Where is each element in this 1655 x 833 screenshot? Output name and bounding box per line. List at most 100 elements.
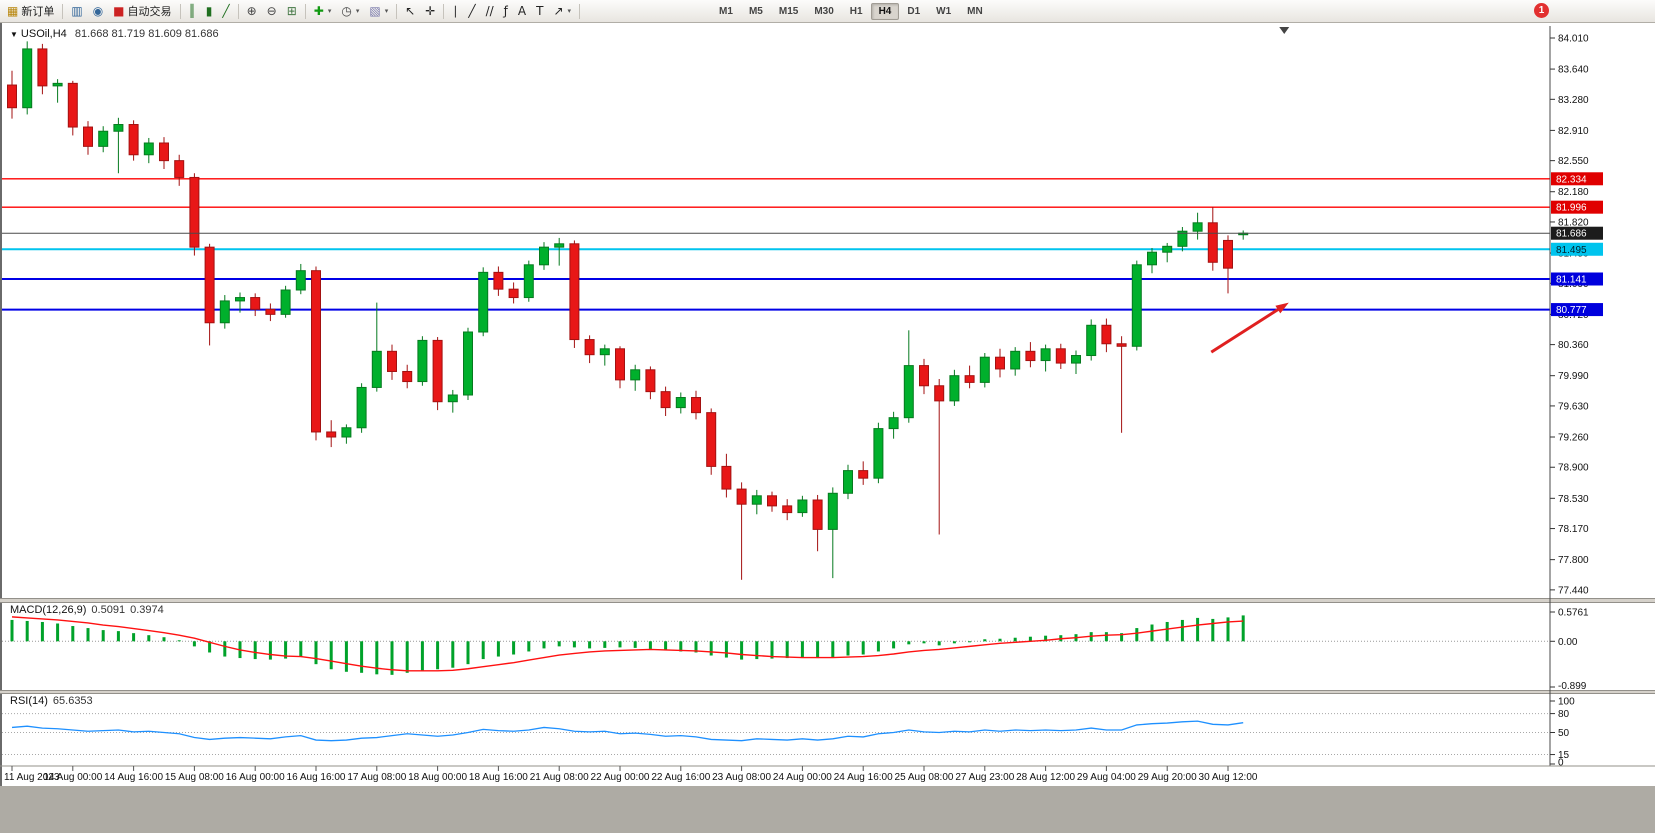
candlestick-chart-type-button[interactable]: ▮ <box>201 1 218 21</box>
candle-body <box>1101 324 1112 345</box>
candle-body <box>402 370 413 383</box>
label-button[interactable]: T <box>531 1 548 21</box>
candle-body <box>691 397 701 414</box>
chart-canvas[interactable]: 84.010 83.640 83.280 82.910 82.550 82.180 81.8… <box>0 22 1655 786</box>
label-icon: T <box>536 4 544 18</box>
zoom-in-button[interactable]: ⊕ <box>242 1 262 21</box>
macd-histogram-bar <box>132 633 136 642</box>
channel-icon: // <box>485 4 494 18</box>
macd-histogram-bar <box>740 641 744 660</box>
zoom-out-icon: ⊖ <box>266 4 277 18</box>
timeframe-m15-button[interactable]: M15 <box>778 5 799 17</box>
candle-body <box>295 270 306 291</box>
candle-body <box>493 271 504 290</box>
candle-body <box>964 375 975 383</box>
macd-histogram-bar <box>116 631 120 642</box>
timeframe-h4-button[interactable]: H4 <box>870 2 900 20</box>
rsi-tick-label: 0 <box>1558 758 1564 769</box>
chart-background <box>0 22 1655 786</box>
one-click-trading-collapse-icon[interactable]: ▼ <box>10 30 18 39</box>
channel-button[interactable]: // <box>481 1 499 21</box>
templates-button[interactable]: ▧ ▾ <box>364 1 393 21</box>
arrow-annotation-line[interactable] <box>1210 308 1279 354</box>
macd-tick-label: 0.5761 <box>1558 608 1589 619</box>
arrow-annotation-head[interactable] <box>1275 302 1289 314</box>
indicators-button[interactable]: ✚ ▾ <box>309 1 337 21</box>
candle-body <box>949 375 960 402</box>
timeframe-w1-button[interactable]: W1 <box>936 5 952 17</box>
pane-separator[interactable] <box>0 598 1655 603</box>
chart-window-button[interactable]: ▥ <box>66 1 87 21</box>
candle-body <box>7 84 17 109</box>
chevron-down-icon[interactable]: ▾ <box>327 8 332 15</box>
zoom-out-button[interactable]: ⊖ <box>262 1 282 21</box>
pane-separator[interactable] <box>0 690 1655 694</box>
macd-histogram-bar <box>861 641 865 655</box>
timeframe-m1-button[interactable]: M1 <box>719 5 733 17</box>
candle-body <box>159 142 169 162</box>
trendline-button[interactable]: ╱ <box>463 1 480 21</box>
auto-trading-button[interactable]: ■ 自动交易 <box>108 1 176 21</box>
timeframe-m5-button[interactable]: M5 <box>748 5 763 17</box>
candle-body <box>143 142 154 156</box>
ohlc-values: 81.668 81.719 81.609 81.686 <box>74 28 219 40</box>
candle-body <box>797 499 808 514</box>
price-tick-label: 82.550 <box>1558 156 1589 167</box>
macd-histogram-bar <box>420 641 424 671</box>
rsi-tick-label: 80 <box>1558 709 1570 720</box>
time-axis[interactable] <box>0 766 1550 786</box>
text-button[interactable]: A <box>513 1 531 21</box>
cursor-button[interactable]: ↖ <box>400 1 420 21</box>
macd-histogram-bar <box>907 641 911 645</box>
new-order-button[interactable]: ▦ 新订单 <box>2 1 59 21</box>
candle-body <box>1116 343 1127 347</box>
timeframe-h1-button[interactable]: H1 <box>849 5 863 17</box>
candle-body <box>767 495 777 507</box>
time-label: 18 Aug 00:00 <box>408 772 467 783</box>
notification-badge[interactable]: 1 <box>1534 3 1549 18</box>
time-label: 17 Aug 08:00 <box>347 772 406 783</box>
indicators-plus-icon: ✚ <box>313 4 324 18</box>
price-tick-label: 77.440 <box>1558 585 1589 596</box>
candle-body <box>447 394 458 403</box>
macd-histogram-bar <box>831 641 835 658</box>
chevron-down-icon[interactable]: ▾ <box>384 8 389 15</box>
macd-histogram-bar <box>633 641 637 648</box>
bar-chart-type-button[interactable]: ║ <box>184 1 201 21</box>
rsi-value: 65.6353 <box>52 695 93 707</box>
window-background <box>0 786 1655 833</box>
chevron-down-icon[interactable]: ▾ <box>567 8 572 15</box>
macd-histogram-bar <box>679 641 683 652</box>
timeframe-m30-button[interactable]: M30 <box>814 5 834 17</box>
vertical-line-icon: ∣ <box>452 4 459 18</box>
macd-histogram-bar <box>1028 636 1032 642</box>
vertical-line-button[interactable]: ∣ <box>447 1 463 21</box>
chart-shift-marker[interactable] <box>1279 27 1290 34</box>
timeframe-d1-button[interactable]: D1 <box>907 5 921 17</box>
chart-window-icon: ▥ <box>71 4 83 18</box>
macd-histogram-bar <box>40 621 44 642</box>
fibonacci-button[interactable]: ƒ <box>499 1 513 21</box>
periods-button[interactable]: ◷ ▾ <box>336 1 364 21</box>
rsi-tick-label: 50 <box>1558 728 1570 739</box>
crosshair-button[interactable]: ✛ <box>420 1 440 21</box>
candle-body <box>387 350 397 372</box>
candle-body <box>827 492 838 530</box>
time-label: 14 Aug 00:00 <box>43 772 102 783</box>
candle-body <box>1071 355 1081 364</box>
chevron-down-icon[interactable]: ▾ <box>355 8 360 15</box>
candle-body <box>584 339 595 356</box>
timeframe-mn-button[interactable]: MN <box>967 5 983 17</box>
macd-histogram-bar <box>1180 619 1184 642</box>
candle-body <box>341 427 352 438</box>
price-axis[interactable] <box>1550 26 1655 766</box>
tile-windows-button[interactable]: ⊞ <box>282 1 302 21</box>
market-watch-button[interactable]: ◉ <box>88 1 108 21</box>
arrows-button[interactable]: ↗ ▾ <box>548 1 576 21</box>
time-label: 16 Aug 16:00 <box>287 772 346 783</box>
line-chart-type-button[interactable]: ╱ <box>217 1 234 21</box>
macd-histogram-bar <box>436 641 440 670</box>
macd-histogram-bar <box>998 638 1002 642</box>
macd-histogram-bar <box>892 641 896 649</box>
new-order-button-label: 新订单 <box>21 6 55 18</box>
